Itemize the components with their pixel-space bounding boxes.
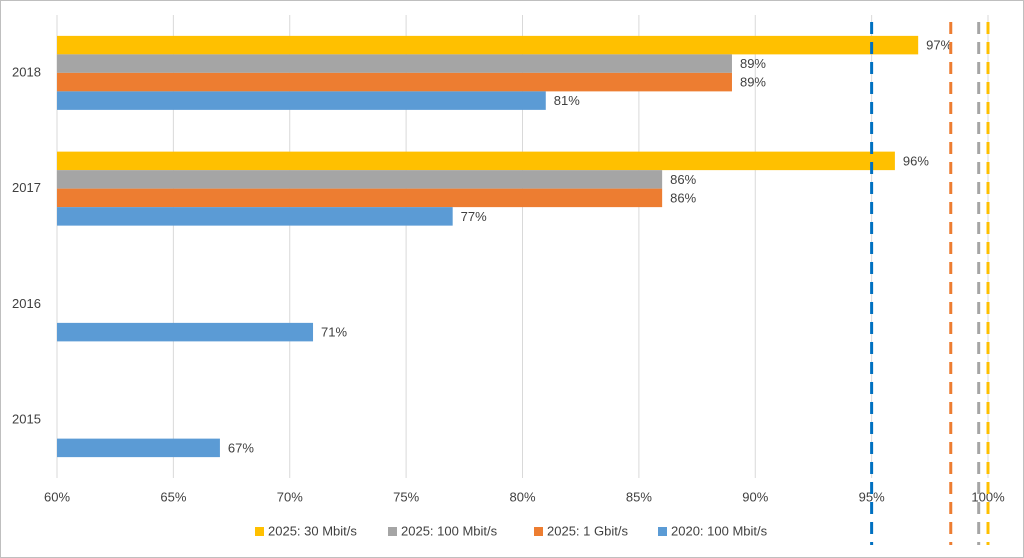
legend-label: 2025: 100 Mbit/s (401, 523, 498, 538)
bar (57, 35, 919, 55)
y-tick-label: 2018 (12, 64, 41, 79)
x-tick-label: 70% (277, 489, 303, 504)
value-label: 71% (321, 325, 347, 340)
value-label: 81% (554, 93, 580, 108)
legend-swatch (255, 527, 264, 536)
bar (57, 322, 314, 342)
value-label: 89% (740, 56, 766, 71)
x-tick-label: 75% (393, 489, 419, 504)
x-tick-label: 90% (742, 489, 768, 504)
bar (57, 54, 732, 73)
bar (57, 91, 546, 110)
value-label: 97% (926, 38, 952, 53)
x-tick-label: 80% (509, 489, 535, 504)
bar (57, 72, 732, 92)
value-label: 86% (670, 172, 696, 187)
bar (57, 438, 220, 458)
y-tick-label: 2015 (12, 412, 41, 427)
value-label: 77% (461, 209, 487, 224)
value-label: 89% (740, 75, 766, 90)
bar (57, 151, 895, 171)
bar (57, 207, 453, 226)
x-tick-label: 95% (859, 489, 885, 504)
bar (57, 188, 663, 208)
bar (57, 170, 663, 189)
legend-swatch (388, 527, 397, 536)
value-label: 96% (903, 153, 929, 168)
x-tick-label: 65% (160, 489, 186, 504)
legend-label: 2025: 1 Gbit/s (547, 523, 628, 538)
legend-swatch (534, 527, 543, 536)
x-tick-label: 60% (44, 489, 70, 504)
value-label: 86% (670, 190, 696, 205)
legend-label: 2025: 30 Mbit/s (268, 523, 357, 538)
legend-swatch (658, 527, 667, 536)
value-label: 67% (228, 440, 254, 455)
y-tick-label: 2017 (12, 180, 41, 195)
y-tick-label: 2016 (12, 296, 41, 311)
x-tick-label: 85% (626, 489, 652, 504)
legend-label: 2020: 100 Mbit/s (671, 523, 768, 538)
